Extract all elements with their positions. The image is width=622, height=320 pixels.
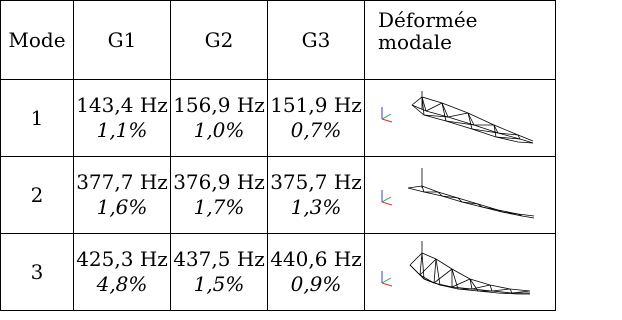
header-mode-shape-line1: Déformée [378,8,478,32]
g1-cell: 143,4 Hz 1,1% [73,79,171,157]
mode-number: 3 [0,233,74,311]
g1-damping: 4,8% [96,272,148,296]
g3-cell: 375,7 Hz 1,3% [267,156,365,234]
header-mode: Mode [0,0,74,80]
header-g3: G3 [267,0,365,80]
mode-shape-3-image [381,241,531,295]
g3-frequency: 151,9 Hz [270,93,362,117]
beam-mesh [407,168,535,219]
g1-damping: 1,1% [96,118,148,142]
g2-damping: 1,5% [193,272,245,296]
header-g1: G1 [73,0,171,80]
table-row: 3 425,3 Hz 4,8% 437,5 Hz 1,5% 440,6 Hz 0… [0,233,556,311]
beam-mesh [411,91,534,144]
g3-damping: 1,3% [290,195,342,219]
g3-cell: 151,9 Hz 0,7% [267,79,365,157]
g2-frequency: 156,9 Hz [173,93,265,117]
g3-damping: 0,7% [290,118,342,142]
header-g2: G2 [170,0,268,80]
g2-cell: 376,9 Hz 1,7% [170,156,268,234]
g1-frequency: 143,4 Hz [76,93,168,117]
g1-damping: 1,6% [96,195,148,219]
mode-shape-1-image [381,91,534,144]
axis-triad-icon [381,190,393,206]
mode-shape-2-image [381,168,535,219]
g3-frequency: 440,6 Hz [270,247,362,271]
mode-shape-cell [364,156,556,234]
g2-cell: 437,5 Hz 1,5% [170,233,268,311]
g1-frequency: 377,7 Hz [76,170,168,194]
g1-cell: 377,7 Hz 1,6% [73,156,171,234]
g3-cell: 440,6 Hz 0,9% [267,233,365,311]
g2-cell: 156,9 Hz 1,0% [170,79,268,157]
g2-damping: 1,0% [193,118,245,142]
header-row: Mode G1 G2 G3 Déformée modale [0,0,556,80]
g3-frequency: 375,7 Hz [270,170,362,194]
mode-shape-cell [364,233,556,311]
table-row: 1 143,4 Hz 1,1% 156,9 Hz 1,0% 151,9 Hz 0… [0,79,556,157]
axis-triad-icon [381,107,393,123]
mode-shape-cell [364,79,556,157]
modal-results-table: Mode G1 G2 G3 Déformée modale 1 143,4 Hz… [0,0,556,311]
mode-number: 1 [0,79,74,157]
g2-damping: 1,7% [193,195,245,219]
g3-damping: 0,9% [290,272,342,296]
axis-triad-icon [381,271,393,287]
g1-frequency: 425,3 Hz [76,247,168,271]
beam-mesh [409,241,531,295]
table-row: 2 377,7 Hz 1,6% 376,9 Hz 1,7% 375,7 Hz 1… [0,156,556,234]
g2-frequency: 437,5 Hz [173,247,265,271]
g1-cell: 425,3 Hz 4,8% [73,233,171,311]
mode-number: 2 [0,156,74,234]
header-mode-shape-line2: modale [378,30,452,54]
g2-frequency: 376,9 Hz [173,170,265,194]
header-mode-shape: Déformée modale [364,0,556,80]
